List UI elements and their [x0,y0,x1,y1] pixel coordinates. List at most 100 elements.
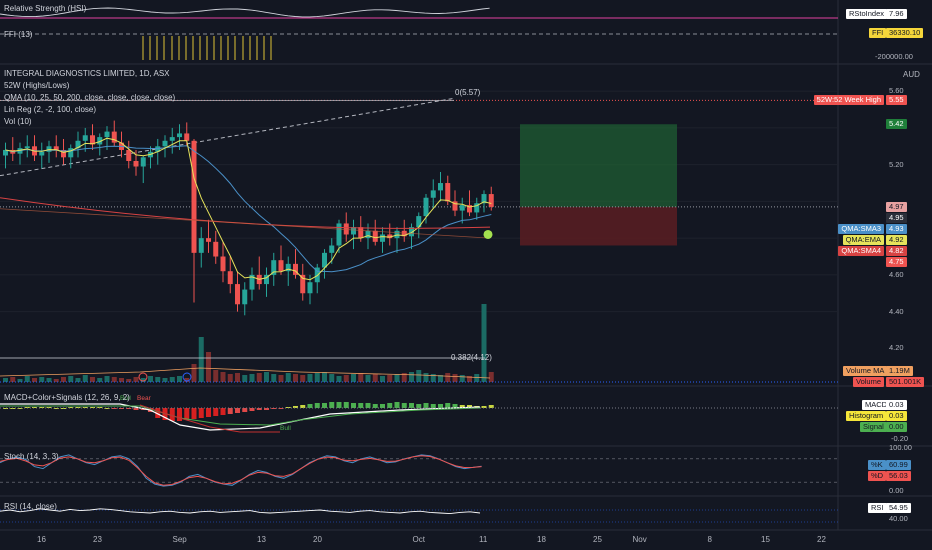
candle-body [380,234,385,242]
x-axis-label: 11 [479,535,488,544]
candle-body [184,133,190,141]
x-axis-label: 15 [761,535,770,544]
volume-bar [227,374,233,382]
price-axis-label: 5.60 [889,86,904,96]
candle-body [438,183,443,191]
price-tag-name: 52W:52 Week High [813,95,884,106]
candle-body [329,245,335,253]
macd-histogram-bar [133,408,139,410]
volume-bar [387,375,393,382]
indicator-tag-value: 60.99 [886,460,911,470]
volume-bar [17,379,23,382]
candle-body [235,284,240,305]
volume-bar [90,377,95,382]
volume-bar [155,377,161,382]
fib-mid-label: 0.382(4.12) [451,353,492,362]
qma-sma3-line [5,145,492,273]
x-axis-label: 22 [817,535,826,544]
macd-histogram-bar [53,408,59,409]
rs-tag-name: RStoIndex [846,9,888,19]
volume-bar [61,377,66,382]
volume-bar [300,375,306,382]
macd-histogram-bar [278,408,284,409]
macd-histogram-bar [452,404,458,408]
candle-body [198,238,204,253]
overlay-linreg[interactable]: Lin Reg (2, -2, 100, close) [4,105,97,114]
candle-body [488,194,494,207]
volume-bar [133,377,139,382]
macd-histogram-bar [394,402,400,408]
qma-ema-line [5,137,492,281]
indicator-tag-value: 0.03 [886,400,907,410]
macd-histogram-bar [235,408,240,413]
macd-histogram-bar [220,408,226,415]
fff-tag-name: FFI [869,28,887,38]
signal-dot [483,229,493,239]
macd-histogram-bar [213,408,219,416]
x-axis-label: 8 [707,535,712,544]
volume-bar [198,337,204,382]
volume-bar [256,373,262,382]
x-axis-label: 18 [537,535,546,544]
candle-body [249,274,255,290]
volume-bar [307,374,313,382]
x-axis-label: Sep [172,535,187,544]
volume-tag-value: 1.19M [886,366,913,376]
volume-bar [169,377,175,382]
overlay-qma[interactable]: QMA (10, 25, 50, 200, close, close, clos… [4,93,176,102]
volume-bar [82,375,88,382]
macd-histogram-bar [358,403,364,408]
macd-line [0,403,481,431]
overlay-52w[interactable]: 52W (Highs/Lows) [4,81,70,90]
volume-bar [249,374,255,382]
macd-histogram-bar [242,408,248,412]
candle-body [467,205,472,213]
rsi-tag-name: RSI [868,503,887,513]
macd-histogram-bar [3,408,8,409]
stoch-label[interactable]: Stoch (14, 3, 3) [4,452,59,461]
dividend-marker [182,372,192,382]
macd-histogram-bar [264,408,269,410]
macd-histogram-bar [155,408,161,418]
macd-histogram-bar [459,405,465,408]
indicator-tag-name: Signal [860,422,887,432]
volume-bar [119,378,124,382]
candle-body [351,227,356,235]
candle-body [452,201,458,211]
fff-indicator-label[interactable]: FFI (13) [4,30,33,39]
stoch-axis-top: 100.00 [889,443,912,452]
volume-bar [162,378,168,382]
volume-bar [278,375,284,382]
candle-body [61,149,66,158]
chart-title[interactable]: INTEGRAL DIAGNOSTICS LIMITED, 1D, ASX [4,69,170,78]
price-tag-value: 4.93 [886,223,907,234]
indicator-tag-name: %K [868,460,886,470]
macd-label[interactable]: MACD+Color+Signals (12, 26, 9, 2) [4,393,130,402]
macd-histogram-bar [409,403,414,408]
macd-histogram-bar [467,405,472,408]
rs-indicator-label[interactable]: Relative Strength (HSI) [4,4,87,13]
candle-body [278,260,284,272]
candle-body [343,223,349,235]
price-axis-label: 4.60 [889,269,904,279]
macd-histogram-bar [126,408,132,409]
candle-body [416,216,422,228]
macd-histogram-bar [227,408,233,414]
candle-body [322,252,327,268]
candle-body [53,146,59,150]
volume-bar [285,373,291,382]
vol-label[interactable]: Vol (10) [4,117,32,126]
price-tag-value: 5.42 [886,119,907,130]
candle-body [191,140,197,253]
rsi-label[interactable]: RSI (14, close) [4,502,57,511]
volume-bar [53,379,59,382]
candle-body [162,140,168,147]
macd-histogram-bar [343,402,349,408]
price-tag-value: 4.95 [886,212,907,223]
candle-body [206,238,211,242]
candle-body [445,183,451,202]
volume-bar [365,375,371,382]
macd-axis-value: -0.20 [891,434,909,443]
candle-body [75,140,81,149]
